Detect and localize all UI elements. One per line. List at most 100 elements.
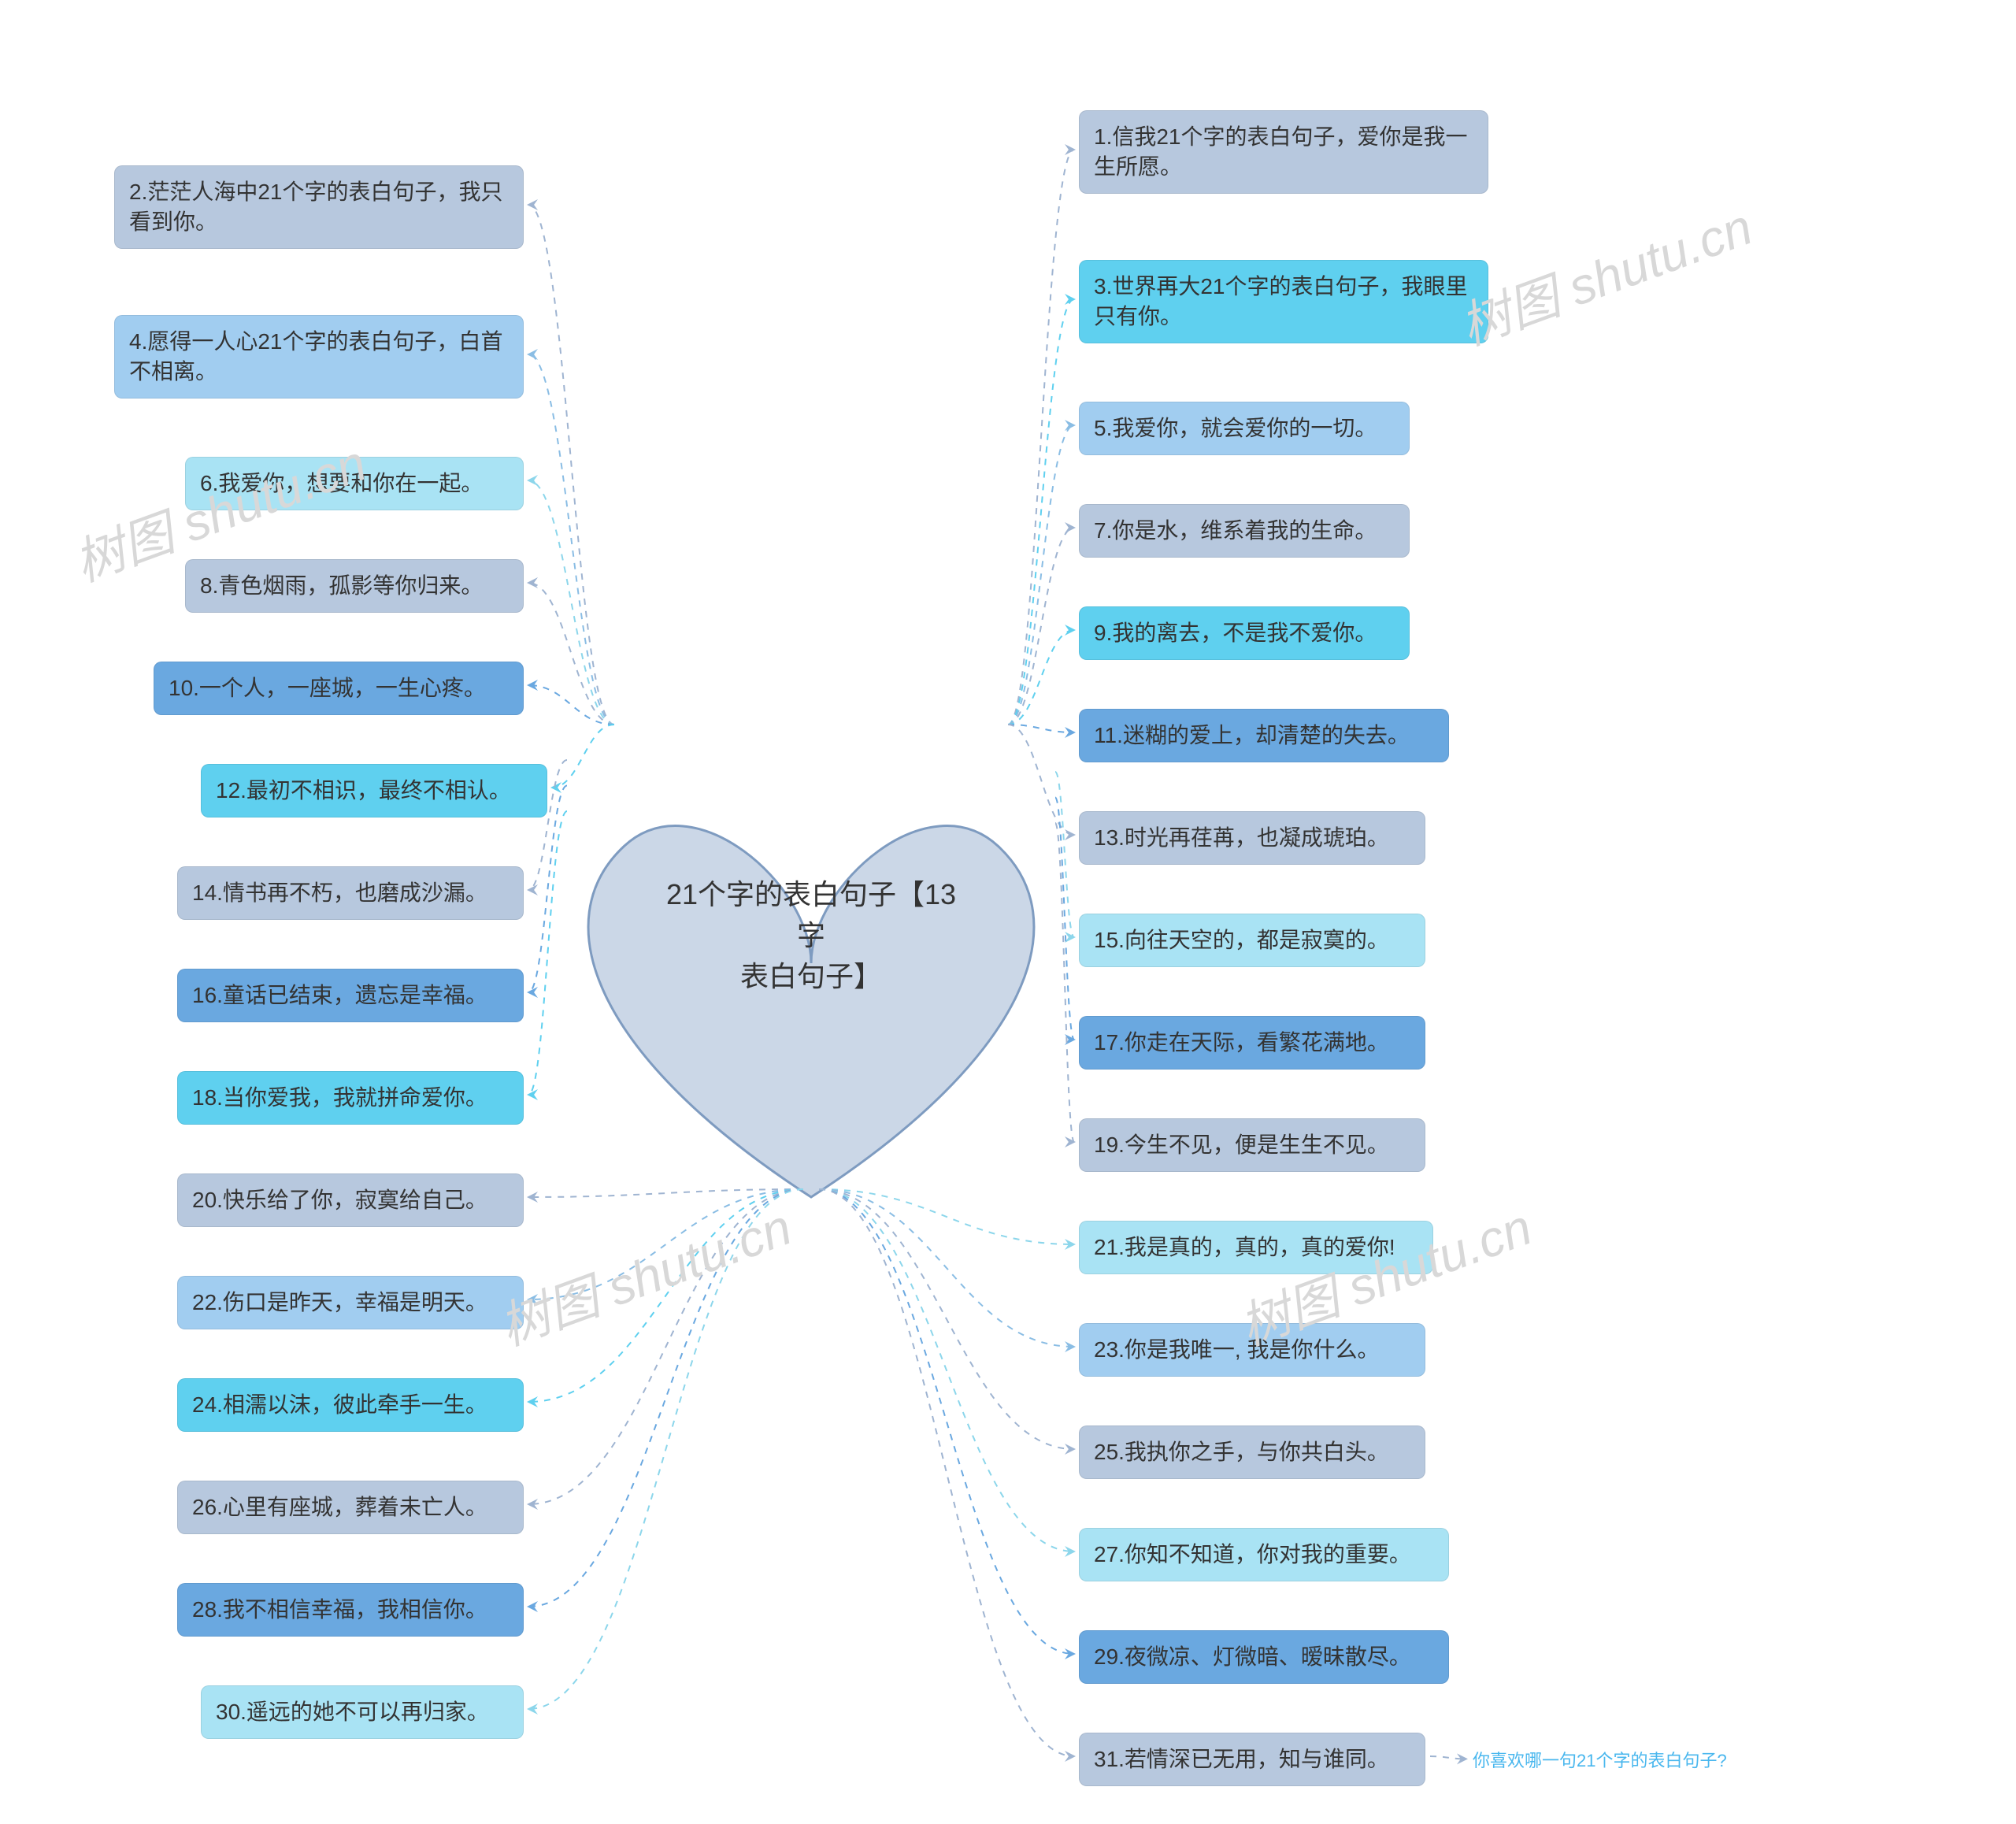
mindmap-node-label: 26.心里有座城，葬着未亡人。 (192, 1492, 487, 1522)
connector (1008, 528, 1074, 725)
mindmap-node-30[interactable]: 30.遥远的她不可以再归家。 (201, 1685, 524, 1739)
mindmap-node-label: 14.情书再不朽，也磨成沙漏。 (192, 878, 487, 908)
mindmap-node-label: 19.今生不见，便是生生不见。 (1094, 1130, 1389, 1160)
connector (528, 811, 567, 1095)
mindmap-node-24[interactable]: 24.相濡以沫，彼此牵手一生。 (177, 1378, 524, 1432)
connector (1008, 150, 1074, 725)
connector (819, 1189, 1074, 1449)
connector (528, 480, 614, 725)
watermark: 树图 shutu.cn (1449, 187, 1761, 359)
mindmap-node-label: 1.信我21个字的表白句子，爱你是我一生所愿。 (1094, 122, 1473, 182)
mindmap-node-2[interactable]: 2.茫茫人海中21个字的表白句子，我只看到你。 (114, 165, 524, 249)
mindmap-node-label: 31.若情深已无用，知与谁同。 (1094, 1744, 1389, 1774)
mindmap-node-21[interactable]: 21.我是真的，真的，真的爱你! (1079, 1221, 1433, 1274)
connector (528, 1189, 803, 1402)
connector (819, 1189, 1074, 1654)
watermark: 树图 shutu.cn (488, 1187, 800, 1359)
mindmap-node-label: 15.向往天空的，都是寂寞的。 (1094, 925, 1389, 955)
connector (528, 685, 614, 725)
mindmap-node-label: 4.愿得一人心21个字的表白句子，白首不相离。 (129, 327, 509, 387)
connector (528, 1189, 803, 1709)
connector (1008, 630, 1074, 725)
mindmap-node-1[interactable]: 1.信我21个字的表白句子，爱你是我一生所愿。 (1079, 110, 1488, 194)
connector (1008, 725, 1074, 732)
mindmap-node-label: 6.我爱你，想要和你在一起。 (200, 469, 483, 499)
mindmap-node-label: 28.我不相信幸福，我相信你。 (192, 1595, 487, 1625)
mindmap-node-29[interactable]: 29.夜微凉、灯微暗、暧昧散尽。 (1079, 1630, 1449, 1684)
connector (528, 1189, 803, 1299)
mindmap-node-label: 12.最初不相识，最终不相认。 (216, 776, 511, 806)
connector (528, 583, 614, 725)
mindmap-node-6[interactable]: 6.我爱你，想要和你在一起。 (185, 457, 524, 510)
connector (1008, 425, 1074, 725)
mindmap-node-14[interactable]: 14.情书再不朽，也磨成沙漏。 (177, 866, 524, 920)
connector (528, 1189, 803, 1607)
connector (1008, 299, 1074, 725)
mindmap-node-label: 9.我的离去，不是我不爱你。 (1094, 618, 1377, 648)
mindmap-node-label: 20.快乐给了你，寂寞给自己。 (192, 1185, 487, 1215)
connector (819, 1189, 1074, 1244)
mindmap-node-18[interactable]: 18.当你爱我，我就拼命爱你。 (177, 1071, 524, 1125)
heart-shape (588, 826, 1034, 1197)
mindmap-node-27[interactable]: 27.你知不知道，你对我的重要。 (1079, 1528, 1449, 1581)
mindmap-node-label: 21.我是真的，真的，真的爱你! (1094, 1233, 1395, 1262)
mindmap-node-label: 10.一个人，一座城，一生心疼。 (169, 673, 486, 703)
mindmap-node-label: 29.夜微凉、灯微暗、暧昧散尽。 (1094, 1642, 1411, 1672)
connector (1055, 823, 1074, 1142)
mindmap-node-12[interactable]: 12.最初不相识，最终不相认。 (201, 764, 547, 817)
mindmap-node-22[interactable]: 22.伤口是昨天，幸福是明天。 (177, 1276, 524, 1329)
mindmap-node-label: 24.相濡以沫，彼此牵手一生。 (192, 1390, 487, 1420)
connector (819, 1189, 1074, 1756)
mindmap-node-label: 13.时光再荏苒，也凝成琥珀。 (1094, 823, 1389, 853)
mindmap-node-16[interactable]: 16.童话已结束，遗忘是幸福。 (177, 969, 524, 1022)
mindmap-node-label: 3.世界再大21个字的表白句子，我眼里只有你。 (1094, 272, 1473, 332)
connector (528, 1189, 803, 1504)
connector (1430, 1756, 1466, 1759)
mindmap-node-11[interactable]: 11.迷糊的爱上，却清楚的失去。 (1079, 709, 1449, 762)
mindmap-node-label: 7.你是水，维系着我的生命。 (1094, 516, 1377, 546)
mindmap-node-label: 8.青色烟雨，孤影等你归来。 (200, 571, 483, 601)
mindmap-node-label: 27.你知不知道，你对我的重要。 (1094, 1540, 1411, 1570)
mindmap-node-label: 22.伤口是昨天，幸福是明天。 (192, 1288, 487, 1318)
mindmap-node-label: 18.当你爱我，我就拼命爱你。 (192, 1083, 487, 1113)
mindmap-node-3[interactable]: 3.世界再大21个字的表白句子，我眼里只有你。 (1079, 260, 1488, 343)
mindmap-node-26[interactable]: 26.心里有座城，葬着未亡人。 (177, 1481, 524, 1534)
mindmap-node-5[interactable]: 5.我爱你，就会爱你的一切。 (1079, 402, 1410, 455)
mindmap-node-15[interactable]: 15.向往天空的，都是寂寞的。 (1079, 914, 1425, 967)
mindmap-node-label: 17.你走在天际，看繁花满地。 (1094, 1028, 1389, 1058)
mindmap-node-label: 30.遥远的她不可以再归家。 (216, 1697, 489, 1727)
connector (819, 1189, 1074, 1347)
mindmap-node-25[interactable]: 25.我执你之手，与你共白头。 (1079, 1425, 1425, 1479)
center-title-line2: 表白句子】 (654, 956, 969, 997)
mindmap-node-9[interactable]: 9.我的离去，不是我不爱你。 (1079, 606, 1410, 660)
connector (552, 725, 614, 788)
mindmap-node-4[interactable]: 4.愿得一人心21个字的表白句子，白首不相离。 (114, 315, 524, 399)
connector (1055, 772, 1074, 937)
connector (528, 205, 614, 725)
mindmap-node-label: 2.茫茫人海中21个字的表白句子，我只看到你。 (129, 177, 509, 237)
mindmap-node-31[interactable]: 31.若情深已无用，知与谁同。 (1079, 1733, 1425, 1786)
mindmap-node-17[interactable]: 17.你走在天际，看繁花满地。 (1079, 1016, 1425, 1070)
mindmap-node-label: 25.我执你之手，与你共白头。 (1094, 1437, 1389, 1467)
mindmap-node-23[interactable]: 23.你是我唯一, 我是你什么。 (1079, 1323, 1425, 1377)
mindmap-canvas: 21个字的表白句子【13字表白句子】 1.信我21个字的表白句子，爱你是我一生所愿… (0, 0, 2016, 1824)
mindmap-node-20[interactable]: 20.快乐给了你，寂寞给自己。 (177, 1173, 524, 1227)
mindmap-node-7[interactable]: 7.你是水，维系着我的生命。 (1079, 504, 1410, 558)
mindmap-node-10[interactable]: 10.一个人，一座城，一生心疼。 (154, 662, 524, 715)
connector (528, 354, 614, 725)
center-title: 21个字的表白句子【13字表白句子】 (654, 874, 969, 998)
mindmap-node-label: 5.我爱你，就会爱你的一切。 (1094, 413, 1377, 443)
connector (528, 1189, 803, 1197)
mindmap-node-8[interactable]: 8.青色烟雨，孤影等你归来。 (185, 559, 524, 613)
mindmap-node-28[interactable]: 28.我不相信幸福，我相信你。 (177, 1583, 524, 1637)
mindmap-node-13[interactable]: 13.时光再荏苒，也凝成琥珀。 (1079, 811, 1425, 865)
mindmap-node-19[interactable]: 19.今生不见，便是生生不见。 (1079, 1118, 1425, 1172)
mindmap-node-label: 16.童话已结束，遗忘是幸福。 (192, 981, 487, 1010)
connector (1008, 725, 1074, 835)
center-title-line1: 21个字的表白句子【13字 (654, 874, 969, 956)
mindmap-node-label: 23.你是我唯一, 我是你什么。 (1094, 1335, 1379, 1365)
connector (819, 1189, 1074, 1552)
footnote-text: 你喜欢哪一句21个字的表白句子? (1473, 1747, 1727, 1772)
connector (1055, 798, 1074, 1040)
mindmap-node-label: 11.迷糊的爱上，却清楚的失去。 (1094, 721, 1410, 751)
